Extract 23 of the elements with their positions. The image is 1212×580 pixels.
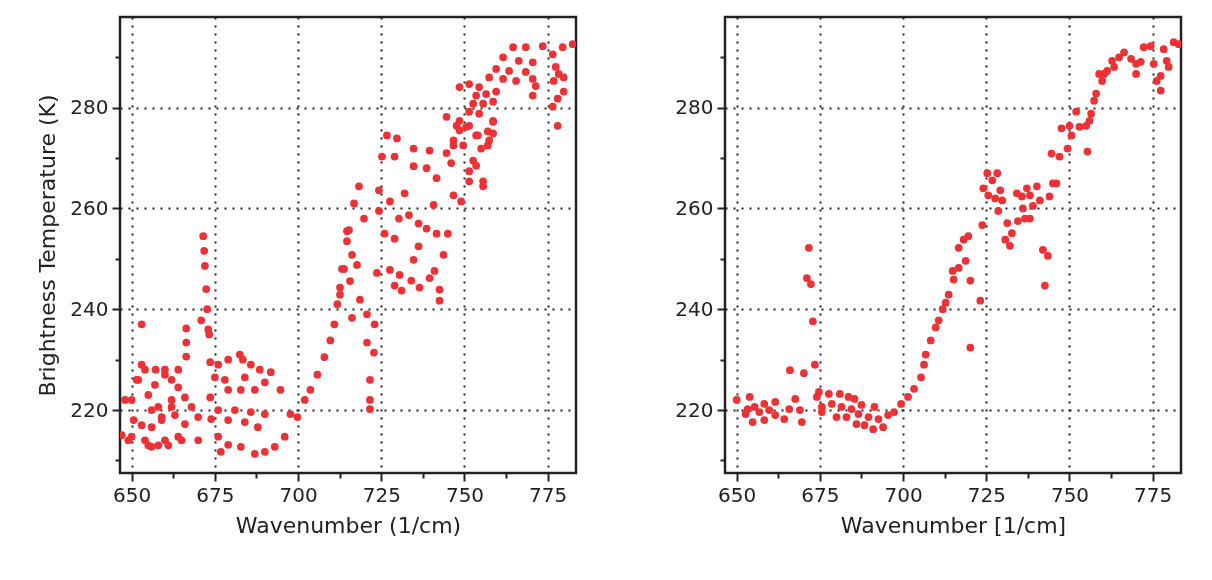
y-tick-label: 240 — [675, 296, 714, 321]
x-tick-label: 775 — [529, 482, 568, 507]
y-tick-label: 280 — [70, 95, 109, 120]
x-tick-label: 750 — [1050, 482, 1090, 507]
y-tick-label: 280 — [675, 95, 714, 120]
x-tick-label: 650 — [113, 482, 152, 507]
y-tick-label: 220 — [70, 397, 109, 422]
x-tick-label: 700 — [884, 482, 923, 507]
x-tick-label: 725 — [362, 482, 401, 507]
x-tick-label: 725 — [967, 482, 1006, 507]
x-axis-title: Wavenumber [1/cm] — [840, 512, 1067, 538]
y-tick-label: 220 — [675, 397, 714, 422]
y-tick-label: 260 — [70, 195, 109, 220]
y-tick-label: 260 — [675, 195, 714, 220]
x-axis-title: Wavenumber (1/cm) — [235, 512, 462, 538]
x-tick-label: 750 — [445, 482, 485, 507]
x-tick-label: 675 — [196, 482, 235, 507]
x-tick-label: 700 — [279, 482, 318, 507]
x-tick-label: 675 — [801, 482, 840, 507]
y-axis-title: Brightness Temperature (K) — [35, 94, 61, 397]
x-tick-label: 650 — [718, 482, 757, 507]
y-tick-label: 240 — [70, 296, 109, 321]
x-tick-label: 775 — [1134, 482, 1173, 507]
